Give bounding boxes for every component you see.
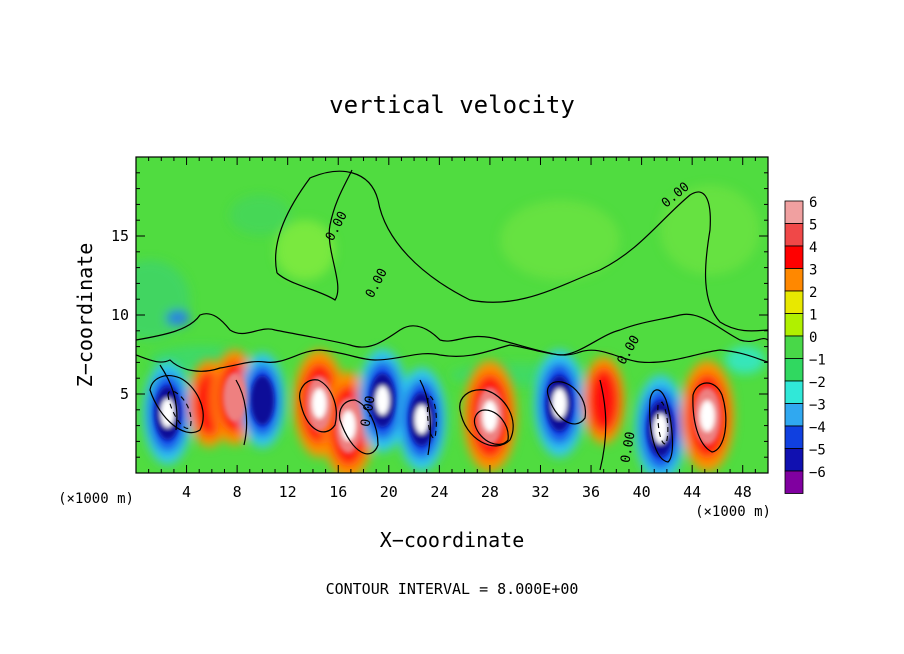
velocity-cells <box>143 348 734 473</box>
colorbar-swatch <box>784 200 804 224</box>
colorbar-swatch <box>784 245 804 269</box>
colorbar-swatch <box>784 313 804 337</box>
colorbar-label: 5 <box>809 218 817 234</box>
x-axis-label: X−coordinate <box>380 528 525 552</box>
downdraft-cell <box>160 398 175 428</box>
updraft-cell <box>699 400 715 432</box>
colorbar-label: −4 <box>809 420 826 436</box>
x-unit-left: (×1000 m) <box>58 491 134 507</box>
x-tick-label: 28 <box>481 483 499 501</box>
colorbar-label: 6 <box>809 195 817 211</box>
downdraft-cell <box>653 413 668 444</box>
colorbar-swatch <box>784 470 804 494</box>
colorbar-label: 2 <box>809 285 817 301</box>
contour-interval-text: CONTOUR INTERVAL = 8.000E+00 <box>326 580 579 598</box>
colorbar: 6 5 4 3 2 1 0 −1 −2 −3 −4 −5 −6 <box>784 195 826 494</box>
y-tick-label: 10 <box>111 306 129 324</box>
downdraft-cell <box>552 388 567 419</box>
downdraft-cell <box>250 375 275 426</box>
contour-lines <box>136 169 768 471</box>
downdraft-cell <box>375 385 390 415</box>
colorbar-swatch <box>784 448 804 472</box>
colorbar-label: −5 <box>809 443 826 459</box>
y-tick-label: 5 <box>120 385 129 403</box>
colorbar-swatch <box>784 358 804 382</box>
x-tick-label: 40 <box>633 483 651 501</box>
colorbar-swatch <box>784 223 804 247</box>
y-tick-label: 15 <box>111 227 129 245</box>
colorbar-swatch <box>784 290 804 314</box>
colorbar-label: −1 <box>809 353 826 369</box>
colorbar-swatch <box>784 268 804 292</box>
x-tick-label: 20 <box>380 483 398 501</box>
plot-area: 0.000.000.000.000.000.00 <box>136 157 768 473</box>
chart-title: vertical velocity <box>329 91 575 119</box>
x-axis: 4 8 12 16 20 24 28 32 36 40 44 48 <box>148 157 756 501</box>
colorbar-swatch <box>784 335 804 359</box>
x-tick-label: 16 <box>329 483 347 501</box>
x-tick-label: 12 <box>279 483 297 501</box>
colorbar-label: 1 <box>809 308 817 324</box>
contour-label: 0.00 <box>358 395 378 428</box>
x-tick-label: 36 <box>582 483 600 501</box>
colorbar-label: −2 <box>809 375 826 391</box>
colorbar-label: −6 <box>809 465 826 481</box>
x-tick-label: 4 <box>182 483 191 501</box>
x-tick-label: 8 <box>233 483 242 501</box>
colorbar-swatch <box>784 403 804 427</box>
colorbar-swatch <box>784 425 804 449</box>
colorbar-label: −3 <box>809 398 826 414</box>
x-tick-label: 32 <box>531 483 549 501</box>
downdraft-cell <box>414 404 429 434</box>
dashed-contours <box>167 390 669 445</box>
x-tick-label: 44 <box>683 483 701 501</box>
colorbar-label: 0 <box>809 330 817 346</box>
updraft-cell <box>312 388 327 419</box>
updraft-cell <box>222 372 247 422</box>
x-tick-label: 48 <box>734 483 752 501</box>
updraft-cell <box>482 400 498 432</box>
colorbar-swatch <box>784 380 804 404</box>
updraft-cell <box>341 410 356 441</box>
contour-label: 0.00 <box>618 431 638 464</box>
x-unit-right: (×1000 m) <box>695 504 771 520</box>
y-axis: 5 10 15 <box>111 172 768 458</box>
colorbar-label: 4 <box>809 240 817 256</box>
x-tick-label: 24 <box>430 483 448 501</box>
y-axis-label: Z−coordinate <box>73 243 97 388</box>
colorbar-label: 3 <box>809 263 817 279</box>
